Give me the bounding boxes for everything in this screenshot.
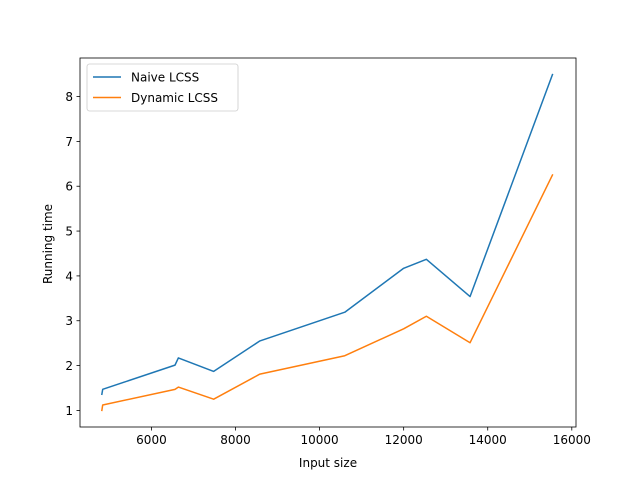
y-tick-label: 6 bbox=[65, 180, 73, 194]
y-tick-label: 5 bbox=[65, 225, 73, 239]
series-line-2 bbox=[101, 174, 554, 412]
legend-label-2: Dynamic LCSS bbox=[131, 91, 218, 105]
y-axis-ticks: 1 2 3 4 5 6 7 8 bbox=[65, 90, 80, 418]
y-tick-label: 4 bbox=[65, 269, 73, 283]
legend-box bbox=[86, 63, 239, 112]
x-tick-label: 14000 bbox=[469, 433, 507, 447]
legend: Naive LCSS Dynamic LCSS bbox=[86, 63, 239, 112]
x-tick-label: 16000 bbox=[553, 433, 591, 447]
x-tick-label: 12000 bbox=[385, 433, 423, 447]
x-tick-label: 10000 bbox=[300, 433, 338, 447]
plot-area bbox=[79, 57, 577, 428]
x-axis-ticks: 6000 8000 10000 12000 14000 16000 bbox=[136, 427, 591, 447]
x-tick-label: 8000 bbox=[220, 433, 251, 447]
x-axis-label: Input size bbox=[299, 456, 357, 470]
x-tick-label: 6000 bbox=[136, 433, 167, 447]
y-tick-label: 2 bbox=[65, 359, 73, 373]
y-tick-label: 3 bbox=[65, 314, 73, 328]
plot-frame bbox=[79, 57, 577, 428]
y-tick-label: 1 bbox=[65, 404, 73, 418]
y-tick-label: 8 bbox=[65, 90, 73, 104]
y-tick-label: 7 bbox=[65, 135, 73, 149]
legend-label-1: Naive LCSS bbox=[131, 71, 199, 85]
series-line-1 bbox=[100, 73, 554, 396]
y-axis-label: Running time bbox=[41, 204, 55, 284]
